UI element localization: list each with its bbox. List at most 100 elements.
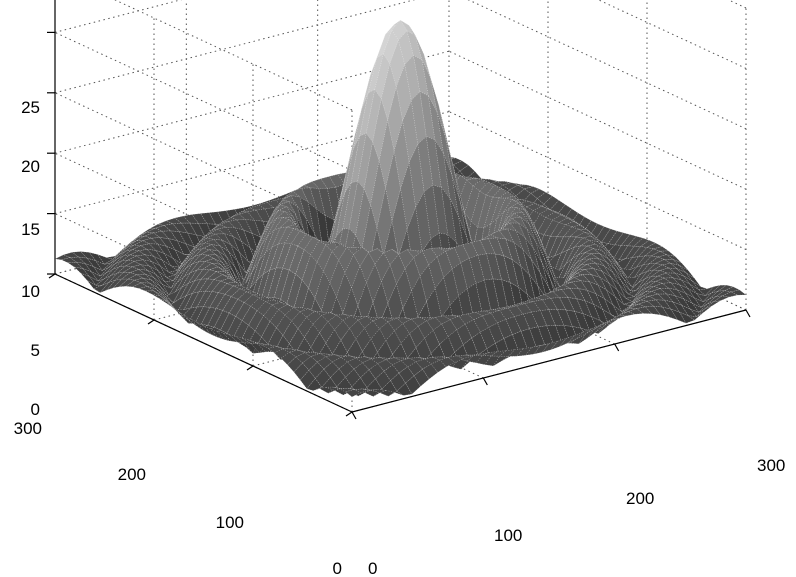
surface-patch	[84, 263, 101, 277]
surface-patch	[377, 359, 393, 372]
surface-patch	[447, 355, 464, 363]
surface-patch	[433, 356, 449, 361]
surface-patch	[155, 274, 172, 289]
surface-patch	[578, 288, 595, 305]
surface-patch	[567, 297, 584, 314]
surface-patch	[215, 254, 232, 274]
surface-patch	[625, 245, 641, 259]
surface-patch	[387, 86, 403, 151]
x-axis	[351, 309, 747, 413]
surface-patch	[308, 261, 324, 299]
surface-patch	[665, 272, 683, 281]
surface-patch	[340, 355, 357, 363]
surface-patch	[127, 255, 144, 262]
surface-patch	[674, 295, 691, 310]
surface-patch	[614, 232, 631, 246]
surface-patch	[243, 260, 260, 298]
surface-patch	[602, 271, 618, 291]
surface-patch	[151, 294, 168, 302]
surface-patch	[616, 267, 633, 288]
surface-patch	[456, 354, 472, 359]
surface-patch	[86, 257, 103, 271]
surface-patch	[479, 181, 495, 196]
surface-patch	[370, 160, 386, 228]
surface-patch	[580, 280, 597, 295]
surface-patch	[282, 320, 299, 345]
surface-patch	[670, 282, 687, 294]
surface-patch	[82, 268, 99, 282]
y-tick-labels: 0 100 200 300	[14, 419, 342, 577]
surface-patch	[183, 245, 199, 256]
surface-patch	[389, 253, 406, 285]
surface-patch	[208, 228, 226, 235]
surface-patch	[290, 217, 307, 255]
surface-patch	[218, 283, 234, 295]
surface-patch	[659, 267, 676, 274]
surface-patch	[232, 236, 249, 262]
surface-patch	[325, 354, 342, 363]
surface-patch	[196, 291, 213, 308]
surface-patch	[509, 202, 526, 211]
surface-patch	[475, 279, 492, 314]
surface-patch	[477, 253, 494, 281]
surface-patch	[452, 313, 468, 317]
surface-patch	[582, 274, 599, 286]
surface-patch	[546, 288, 562, 295]
surface-patch	[364, 356, 380, 359]
surface-patch	[71, 251, 88, 259]
surface-patch	[213, 310, 230, 331]
surface-patch	[174, 215, 191, 224]
surface-patch	[146, 227, 163, 233]
surface-patch	[524, 237, 541, 273]
surface-patch	[256, 215, 272, 249]
surface-patch	[561, 288, 578, 299]
surface-patch	[426, 136, 442, 188]
surface-patch	[295, 185, 311, 191]
surface-patch	[136, 273, 153, 281]
surface-patch	[170, 268, 187, 289]
surface-patch	[67, 262, 84, 269]
surface-patch	[623, 303, 639, 313]
surface-patch	[247, 210, 264, 222]
surface-patch	[424, 184, 440, 240]
surface-patch	[123, 266, 140, 273]
surface-patch	[406, 30, 423, 61]
surface-patch	[172, 260, 189, 281]
surface-patch	[480, 326, 496, 349]
surface-patch	[681, 279, 697, 294]
surface-patch	[527, 297, 544, 302]
surface-patch	[593, 268, 609, 284]
surface-patch	[158, 297, 174, 308]
surface-patch	[271, 204, 288, 217]
surface-patch	[133, 259, 151, 267]
surface-patch	[106, 278, 123, 291]
surface-patch	[421, 59, 438, 112]
surface-patch	[304, 323, 320, 348]
surface-patch	[153, 231, 170, 239]
surface-patch	[368, 363, 385, 380]
surface-patch	[220, 312, 236, 334]
surface-patch	[530, 188, 547, 199]
surface-patch	[578, 329, 595, 344]
surface-patch	[97, 269, 114, 282]
surface-patch	[540, 309, 556, 326]
surface-patch	[183, 291, 200, 310]
surface-patch	[142, 259, 159, 271]
surface-patch	[353, 388, 370, 393]
grid-line	[54, 0, 183, 33]
surface-patch	[325, 329, 342, 355]
surface-patch	[515, 188, 532, 203]
surface-patch	[436, 111, 453, 176]
surface-patch	[355, 356, 372, 363]
surface-patch	[329, 174, 345, 188]
surface-patch	[389, 39, 405, 88]
surface-patch	[638, 269, 655, 283]
surface-patch	[144, 254, 161, 267]
surface-patch	[319, 321, 335, 344]
surface-patch	[256, 246, 273, 281]
surface-patch	[209, 266, 226, 273]
surface-patch	[507, 348, 524, 357]
surface-mesh	[54, 19, 747, 398]
surface-patch	[237, 260, 253, 282]
x-tick	[351, 411, 357, 420]
